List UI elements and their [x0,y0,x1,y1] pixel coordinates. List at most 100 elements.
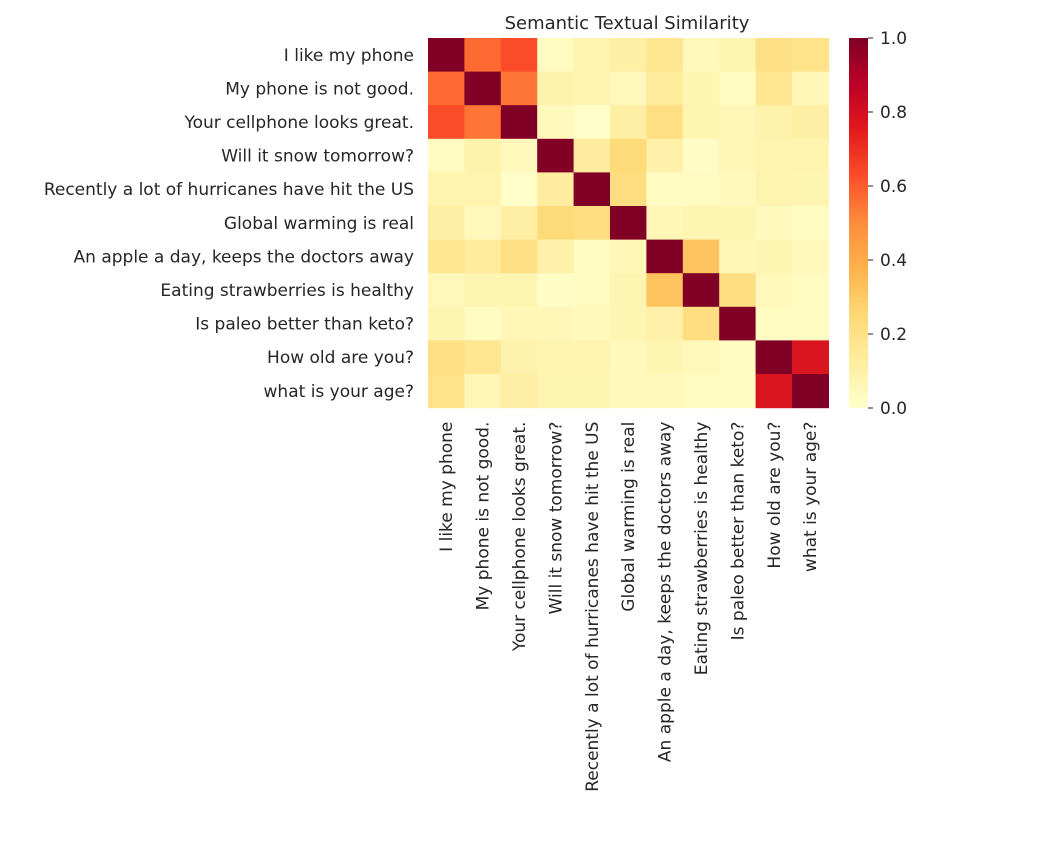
heatmap-cell [755,206,793,241]
heatmap-cell [682,105,720,140]
heatmap-cell [755,239,793,274]
heatmap-cell [573,138,611,173]
colorbar-tick-label: 0.6 [880,177,907,197]
heatmap-cell [537,374,575,409]
heatmap-cell [428,172,465,207]
heatmap-cell [573,206,611,241]
heatmap-cell [500,138,538,173]
heatmap-cell [464,273,502,308]
chart-title: Semantic Textual Similarity [505,13,750,34]
heatmap-cell [573,273,611,308]
heatmap-cell [500,105,538,140]
heatmap-cell [755,172,793,207]
heatmap-cell [610,172,647,207]
row-label: I like my phone [284,46,414,66]
heatmap-cell [573,105,611,140]
heatmap-cell [719,306,757,341]
heatmap-cell [646,105,684,140]
heatmap-cell [792,138,829,173]
heatmap-cell [792,38,829,73]
colorbar [849,38,868,408]
heatmap-cell [464,71,502,106]
colorbar-tick-label: 1.0 [880,29,907,49]
heatmap-cell [719,239,757,274]
heatmap-cell [755,71,793,106]
heatmap-cell [755,306,793,341]
row-label: Your cellphone looks great. [183,113,414,133]
heatmap-cell [500,38,538,73]
heatmap-cell [428,273,465,308]
heatmap-cell [428,38,465,73]
heatmap-cell [610,105,647,140]
heatmap-cell [755,105,793,140]
heatmap-cell [464,306,502,341]
heatmap-cell [792,340,829,375]
heatmap-cell [682,138,720,173]
heatmap-cell [682,206,720,241]
heatmap-cell [646,172,684,207]
heatmap-cell [464,239,502,274]
heatmap-cell [719,273,757,308]
heatmap-cell [500,239,538,274]
column-label: I like my phone [437,422,457,552]
heatmap-cell [646,138,684,173]
heatmap-cell [792,374,829,409]
row-label: Is paleo better than keto? [195,315,414,335]
heatmap-cell [719,374,757,409]
heatmap-cell [610,206,647,241]
heatmap-cell [537,71,575,106]
heatmap-cell [755,38,793,73]
heatmap-cell [682,340,720,375]
heatmap-cell [537,172,575,207]
column-label: Is paleo better than keto? [728,422,748,641]
heatmap-cell [537,340,575,375]
heatmap-cell [464,105,502,140]
heatmap-cell [428,105,465,140]
colorbar-tick-label: 0.0 [880,399,907,419]
colorbar-tick-label: 0.8 [880,103,907,123]
column-label: An apple a day, keeps the doctors away [656,422,676,762]
heatmap-cell [646,273,684,308]
heatmap-cell [682,306,720,341]
heatmap-cell [682,38,720,73]
row-label: My phone is not good. [225,79,414,99]
heatmap-cell [500,172,538,207]
heatmap-cell [464,172,502,207]
heatmap-cell [682,239,720,274]
heatmap-cell [537,38,575,73]
column-label: Recently a lot of hurricanes have hit th… [583,422,603,792]
heatmap-cell [682,374,720,409]
heatmap-cell [646,340,684,375]
row-label: Recently a lot of hurricanes have hit th… [44,180,414,200]
heatmap-cell [719,38,757,73]
heatmap-cell [610,340,647,375]
heatmap-cell [682,273,720,308]
heatmap-cell [428,206,465,241]
heatmap-cell [428,239,465,274]
heatmap-cell [573,340,611,375]
heatmap-cell [719,105,757,140]
heatmap-cell [792,273,829,308]
heatmap-cell [500,206,538,241]
heatmap-cell [500,374,538,409]
heatmap-cell [646,206,684,241]
row-label: Eating strawberries is healthy [160,281,414,301]
heatmap-cell [610,239,647,274]
heatmap-cell [792,105,829,140]
heatmap-cell [646,306,684,341]
column-label: Your cellphone looks great. [510,422,530,653]
heatmap-cells [428,38,829,409]
heatmap-cell [719,138,757,173]
heatmap-cell [646,239,684,274]
heatmap-cell [428,71,465,106]
row-label: Global warming is real [224,214,414,234]
heatmap-cell [610,38,647,73]
heatmap-cell [792,239,829,274]
heatmap-cell [500,340,538,375]
heatmap-cell [573,172,611,207]
heatmap-cell [755,340,793,375]
heatmap-cell [573,38,611,73]
heatmap-cell [682,172,720,207]
heatmap-cell [646,374,684,409]
